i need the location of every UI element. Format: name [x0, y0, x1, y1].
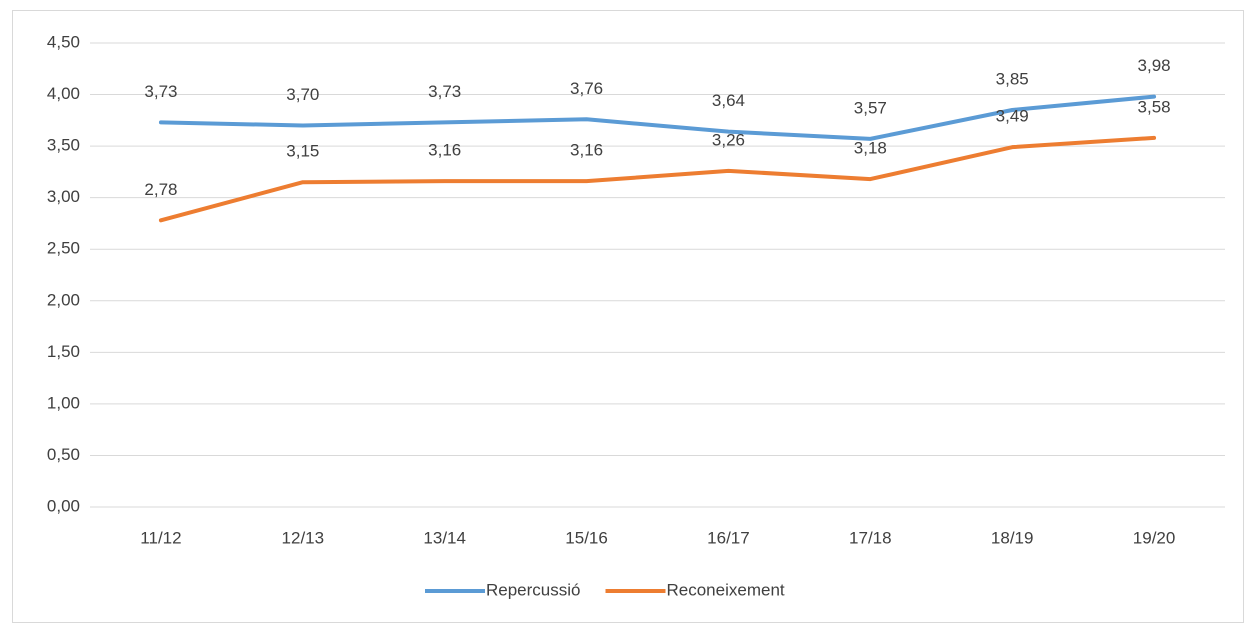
x-tick-label: 12/13: [282, 528, 325, 547]
data-label: 3,26: [712, 130, 745, 149]
x-tick-label: 15/16: [565, 528, 608, 547]
y-tick-label: 3,50: [47, 136, 80, 155]
data-label: 3,73: [144, 82, 177, 101]
y-tick-label: 3,00: [47, 187, 80, 206]
data-label: 3,76: [570, 79, 603, 98]
data-label: 3,15: [286, 142, 319, 161]
x-tick-label: 13/14: [423, 528, 466, 547]
y-tick-label: 1,50: [47, 342, 80, 361]
x-tick-label: 11/12: [140, 528, 181, 547]
y-tick-label: 0,00: [47, 496, 80, 515]
chart-border: [12, 10, 1244, 623]
x-tick-label: 17/18: [849, 528, 892, 547]
data-label: 3,16: [570, 141, 603, 160]
y-tick-label: 4,00: [47, 84, 80, 103]
data-label: 3,64: [712, 91, 745, 110]
y-tick-label: 2,00: [47, 290, 80, 309]
series-line: [158, 135, 1157, 223]
data-label: 3,16: [428, 141, 461, 160]
data-label: 3,57: [854, 98, 887, 117]
y-tick-label: 1,00: [47, 393, 80, 412]
data-label: 3,73: [428, 82, 461, 101]
data-label: 3,58: [1138, 97, 1171, 116]
data-label: 3,49: [996, 107, 1029, 126]
y-tick-label: 0,50: [47, 445, 80, 464]
x-tick-label: 18/19: [991, 528, 1034, 547]
y-tick-label: 4,50: [47, 32, 80, 51]
data-label: 3,85: [996, 70, 1029, 89]
data-label: 3,18: [854, 139, 887, 158]
series-line: [158, 94, 1157, 141]
data-label: 2,78: [144, 180, 177, 199]
x-tick-label: 19/20: [1133, 528, 1176, 547]
data-label: 3,70: [286, 85, 319, 104]
data-label: 3,98: [1138, 56, 1171, 75]
legend-label: Reconeixement: [667, 580, 785, 599]
y-tick-label: 2,50: [47, 239, 80, 258]
x-tick-label: 16/17: [707, 528, 750, 547]
legend-label: Repercussió: [486, 580, 581, 599]
